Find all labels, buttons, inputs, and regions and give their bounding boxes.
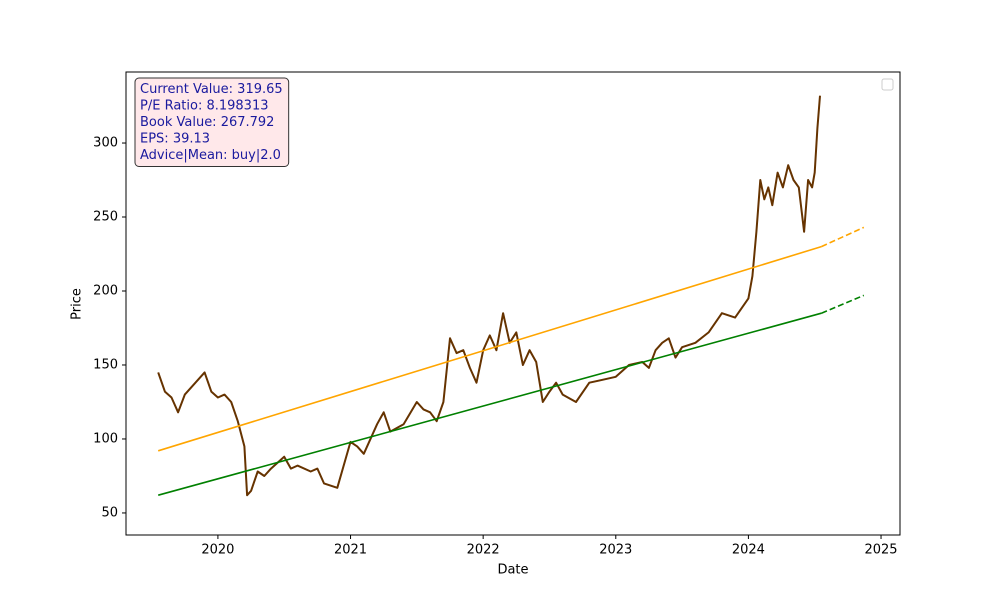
annotation-text: EPS: 39.13	[140, 132, 210, 147]
series-line	[157, 95, 821, 497]
annotation-box	[134, 77, 290, 167]
x-tick-label: 2020	[201, 543, 234, 558]
annotation-text: P/E Ratio: 8.198313	[140, 99, 268, 114]
series-line	[821, 226, 865, 248]
annotation-text: Book Value: 267.792	[140, 115, 274, 130]
series-line	[821, 294, 865, 314]
x-tick-label: 2024	[732, 543, 765, 558]
plot-area	[157, 95, 865, 497]
annotation-text: Advice|Mean: buy|2.0	[140, 148, 281, 163]
y-axis-label: Price	[70, 288, 85, 320]
series-line	[157, 312, 822, 496]
legend	[881, 78, 894, 91]
y-tick-label: 250	[93, 210, 118, 225]
x-tick-label: 2023	[599, 543, 632, 558]
annotation-text: Current Value: 319.65	[140, 82, 283, 97]
y-tick-label: 200	[93, 283, 118, 298]
x-axis-label: Date	[497, 563, 528, 578]
x-tick-label: 2021	[334, 543, 367, 558]
axes-frame	[125, 71, 901, 536]
y-tick-label: 300	[93, 136, 118, 151]
y-tick-label: 50	[101, 505, 118, 520]
y-tick-label: 100	[93, 431, 118, 446]
x-tick-label: 2025	[864, 543, 897, 558]
x-tick-label: 2022	[467, 543, 500, 558]
series-line	[157, 245, 822, 452]
y-tick-label: 150	[93, 357, 118, 372]
